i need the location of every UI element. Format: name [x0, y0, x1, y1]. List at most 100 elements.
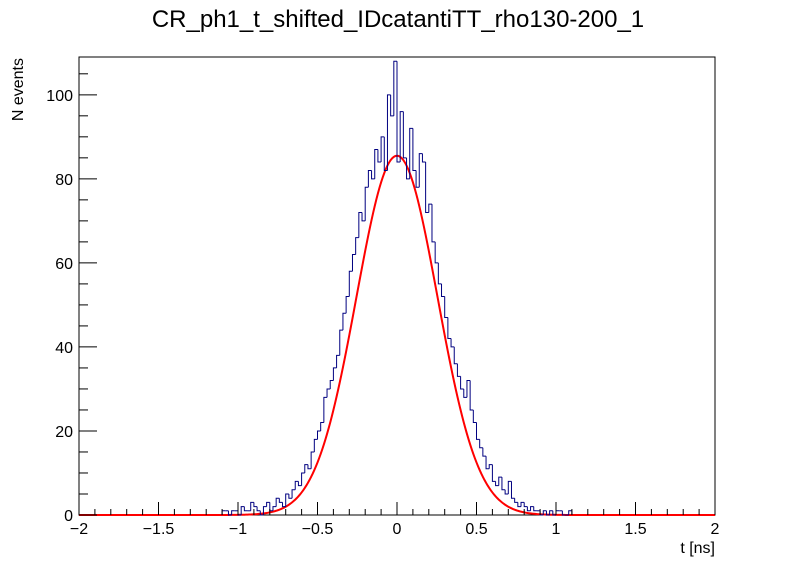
- histogram-bin: [243, 506, 248, 512]
- histogram-bin: [469, 380, 474, 411]
- histogram-bin: [415, 170, 420, 188]
- histogram-bin: [507, 480, 512, 494]
- y-tick-label: 80: [55, 172, 73, 189]
- histogram-bin: [450, 338, 455, 348]
- histogram-bin: [444, 296, 448, 319]
- histogram-bin: [530, 506, 534, 511]
- histogram-bin: [336, 354, 340, 368]
- histogram-bin: [463, 388, 467, 398]
- histogram-bin: [371, 170, 375, 180]
- histogram-bin: [526, 506, 531, 512]
- histogram-bin: [533, 506, 537, 512]
- x-tick-label: −0.5: [302, 521, 334, 538]
- y-axis: 0 20 40 60 80 100: [46, 73, 97, 525]
- histogram-bin: [250, 501, 254, 511]
- x-tick-label: 1.5: [624, 521, 646, 538]
- histogram-bin: [275, 497, 280, 507]
- histogram-bin: [297, 481, 302, 487]
- histogram-bin: [227, 510, 232, 516]
- histogram-bin: [447, 317, 452, 340]
- histogram-bin: [412, 128, 417, 171]
- histogram-bin: [266, 501, 270, 507]
- histogram-bin: [326, 388, 331, 398]
- histogram-bin: [498, 476, 502, 486]
- histogram-bin: [386, 94, 391, 171]
- histogram-bin: [282, 502, 286, 508]
- histogram-bin: [345, 296, 350, 314]
- x-tick-label: −1.5: [143, 521, 175, 538]
- histogram-bin: [351, 253, 356, 272]
- histogram-bin: [418, 153, 423, 188]
- histogram-bin: [421, 153, 426, 163]
- histogram-bin: [472, 409, 477, 424]
- histogram-bin: [240, 506, 245, 515]
- histogram-bin: [272, 506, 277, 511]
- x-axis: −2 −1.5 −1 −0.5 0 0.5 1 1.5 2: [70, 502, 720, 538]
- histogram-bin: [383, 136, 388, 171]
- x-tick-label: 2: [711, 521, 720, 538]
- histogram-bin: [453, 346, 458, 365]
- histogram-bin: [495, 481, 499, 487]
- histogram-bin: [428, 203, 432, 213]
- histogram-bin: [231, 510, 235, 515]
- histogram-bin: [406, 157, 410, 180]
- histogram-bin: [291, 489, 296, 499]
- histogram-bin: [355, 237, 359, 255]
- histogram-bin: [364, 186, 369, 221]
- histogram-bin: [552, 510, 556, 516]
- x-tick-label: 0: [393, 521, 402, 538]
- histogram-bin: [488, 464, 493, 469]
- histogram-bin: [517, 502, 522, 508]
- histogram-bin: [285, 493, 289, 507]
- histogram-bin: [310, 451, 315, 469]
- histogram-bin: [301, 472, 305, 486]
- histogram-bin: [514, 498, 518, 503]
- histogram-bin: [307, 464, 312, 470]
- histogram-bin: [425, 162, 429, 213]
- histogram-bin: [542, 510, 547, 515]
- histogram-bin: [367, 169, 372, 188]
- histogram-bin: [549, 510, 553, 515]
- histogram-bin: [332, 367, 337, 381]
- x-tick-label: 0.5: [465, 521, 487, 538]
- x-tick-label: −1: [229, 521, 247, 538]
- histogram-bin: [323, 396, 328, 423]
- histogram-bin: [399, 111, 404, 163]
- histogram-bin: [485, 456, 490, 470]
- histogram-bin: [262, 506, 267, 515]
- x-tick-label: 1: [552, 521, 561, 538]
- y-tick-label: 0: [64, 508, 73, 525]
- histogram-bin: [568, 510, 572, 515]
- fit-layer: [79, 154, 715, 516]
- histogram-bin: [339, 329, 343, 356]
- histogram-bin: [313, 438, 318, 452]
- histogram-bin: [504, 489, 509, 495]
- histogram-bin: [431, 204, 436, 243]
- histogram-bin: [402, 111, 407, 159]
- histogram-bin: [491, 464, 496, 482]
- y-tick-label: 60: [55, 256, 73, 273]
- y-axis-title: N events: [10, 58, 27, 121]
- histogram-bin: [476, 422, 480, 440]
- fit-curve: [79, 154, 715, 516]
- histogram-bin: [329, 380, 334, 389]
- histogram-bin: [278, 498, 283, 503]
- histogram-bin: [520, 501, 525, 507]
- histogram-layer: [221, 60, 573, 516]
- x-tick-label: −2: [70, 521, 88, 538]
- histogram-bin: [348, 270, 353, 297]
- histogram-bin: [317, 430, 321, 440]
- histogram-bin: [456, 363, 461, 377]
- histogram-bin: [294, 480, 299, 490]
- histogram-bin: [380, 136, 385, 163]
- histogram-bin: [510, 481, 515, 499]
- histogram-bin: [259, 510, 264, 516]
- histogram-bin: [479, 439, 483, 449]
- histogram-bin: [288, 493, 293, 499]
- histogram-bin: [434, 241, 439, 264]
- histogram-bin: [377, 149, 382, 163]
- histogram-bin: [253, 502, 258, 508]
- histogram-bin: [342, 312, 347, 331]
- histogram-bin: [374, 148, 378, 179]
- histogram-bin: [441, 283, 445, 298]
